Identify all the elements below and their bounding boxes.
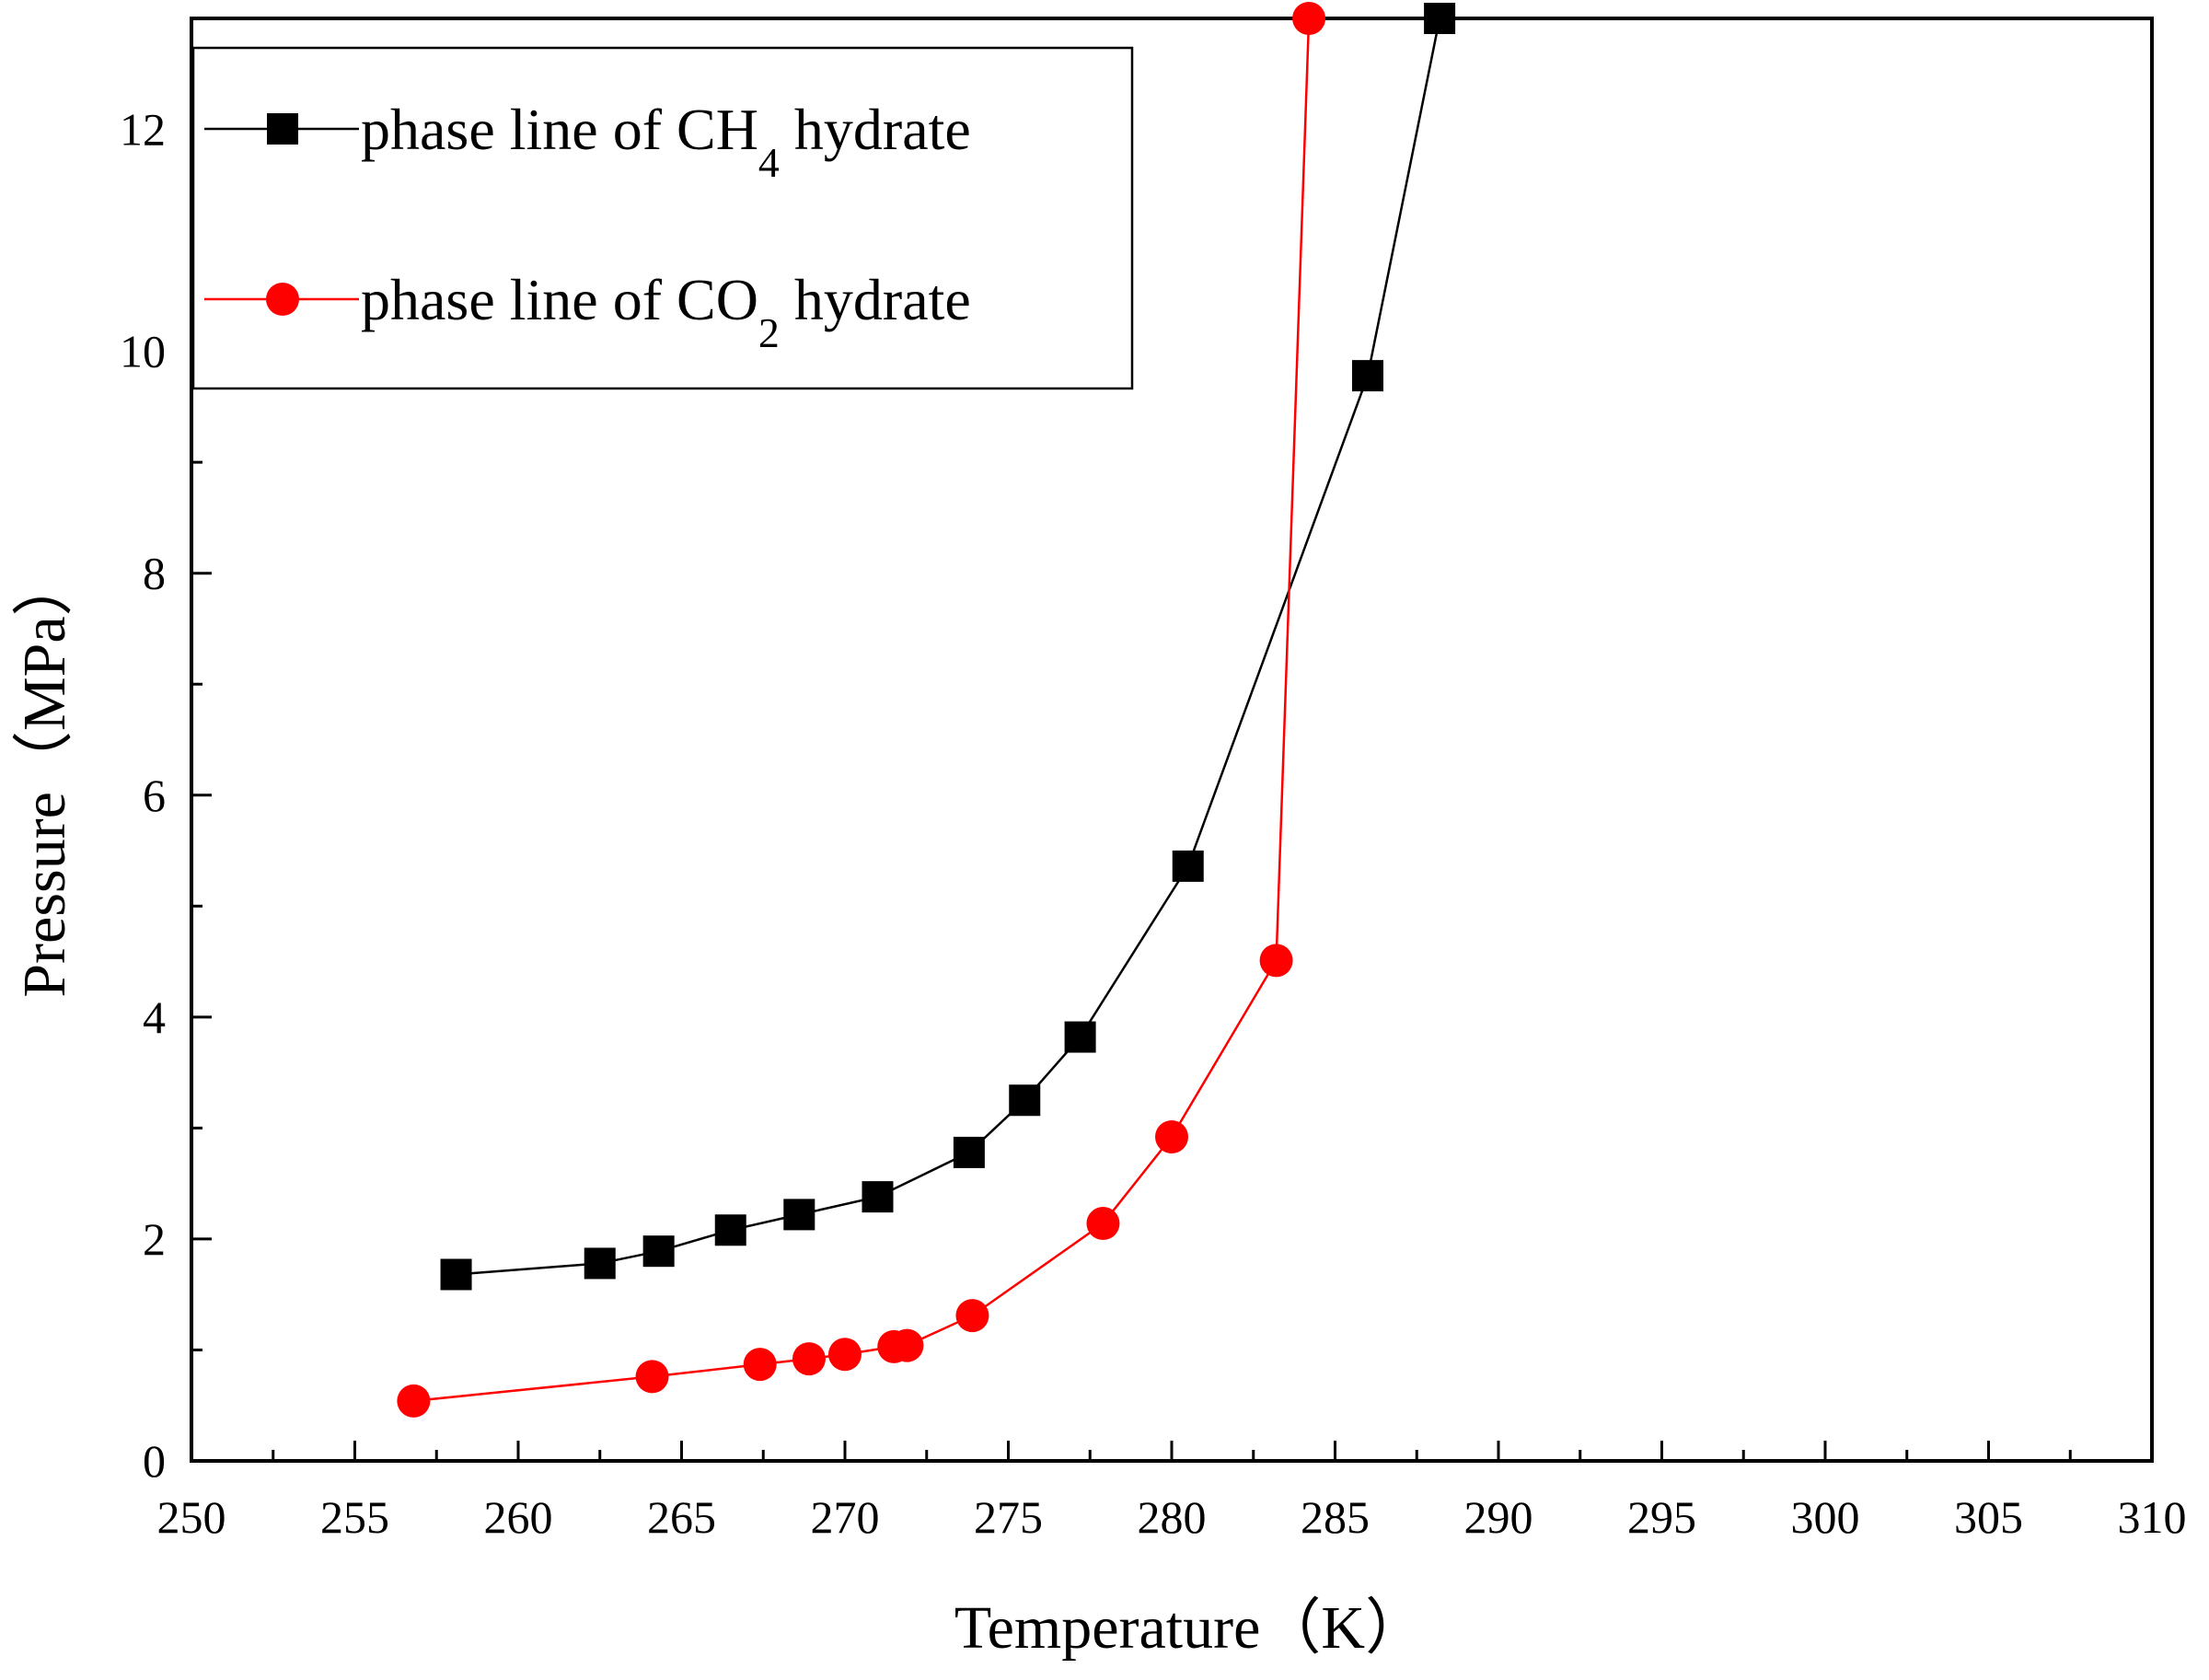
y-tick-label: 8 [143,548,166,599]
x-tick-label: 290 [1464,1491,1533,1543]
y-tick-label: 0 [143,1435,166,1487]
data-point [1292,2,1326,35]
legend-box [191,46,1134,390]
data-point [714,1214,746,1246]
x-tick-label: 305 [1954,1491,2023,1543]
x-tick-label: 270 [811,1491,880,1543]
data-point [440,1258,472,1291]
x-tick-label: 255 [320,1491,389,1543]
data-point [955,1299,989,1333]
legend: phase line of CH4 hydrate phase line of C… [191,46,1134,390]
data-point [1155,1120,1188,1154]
legend-item-co2: phase line of CO2 hydrate [204,267,971,356]
y-tick-label: 6 [143,770,166,821]
legend-item-ch4: phase line of CH4 hydrate [204,97,971,186]
x-tick-label: 285 [1301,1491,1370,1543]
y-axis-label: Pressure（MPa） [11,555,78,997]
data-point [397,1384,431,1418]
data-point [1424,3,1456,34]
data-point [953,1136,985,1168]
x-tick-label: 260 [484,1491,553,1543]
data-point [584,1247,616,1280]
data-point [1352,360,1383,392]
series-layer [397,2,1456,1418]
series-ch4 [440,3,1456,1291]
data-point [743,1348,777,1382]
y-tick-label: 4 [143,991,166,1043]
x-tick-label: 275 [974,1491,1043,1543]
x-axis-ticks: 250 255 260 265 270 275 280 285 290 295 300 305 310 [157,1441,2187,1543]
data-point [1064,1021,1096,1053]
data-point [635,1360,669,1394]
data-point [642,1235,675,1268]
legend-label: phase line of CH4 hydrate [361,97,971,186]
data-point [1172,850,1204,882]
x-axis-label: Temperature（K） [954,1594,1426,1662]
data-point [1259,944,1293,978]
legend-marker [267,113,298,145]
y-tick-label: 12 [120,104,166,156]
x-tick-label: 295 [1627,1491,1696,1543]
x-tick-label: 300 [1791,1491,1860,1543]
x-tick-label: 265 [647,1491,716,1543]
x-tick-label: 250 [157,1491,226,1543]
y-tick-label: 2 [143,1213,166,1265]
data-point [1086,1207,1120,1241]
x-tick-label: 280 [1138,1491,1207,1543]
data-point [862,1181,894,1213]
y-tick-label: 10 [120,326,166,377]
data-point [1009,1084,1041,1117]
data-point [828,1338,862,1372]
data-point [792,1342,826,1376]
data-point [783,1199,815,1231]
legend-marker [266,283,299,316]
data-point [890,1328,924,1362]
series-co2 [397,2,1326,1418]
legend-label: phase line of CO2 hydrate [361,267,971,356]
x-tick-label: 310 [2118,1491,2187,1543]
y-axis-ticks: 0 2 4 6 8 10 12 [120,17,212,1487]
